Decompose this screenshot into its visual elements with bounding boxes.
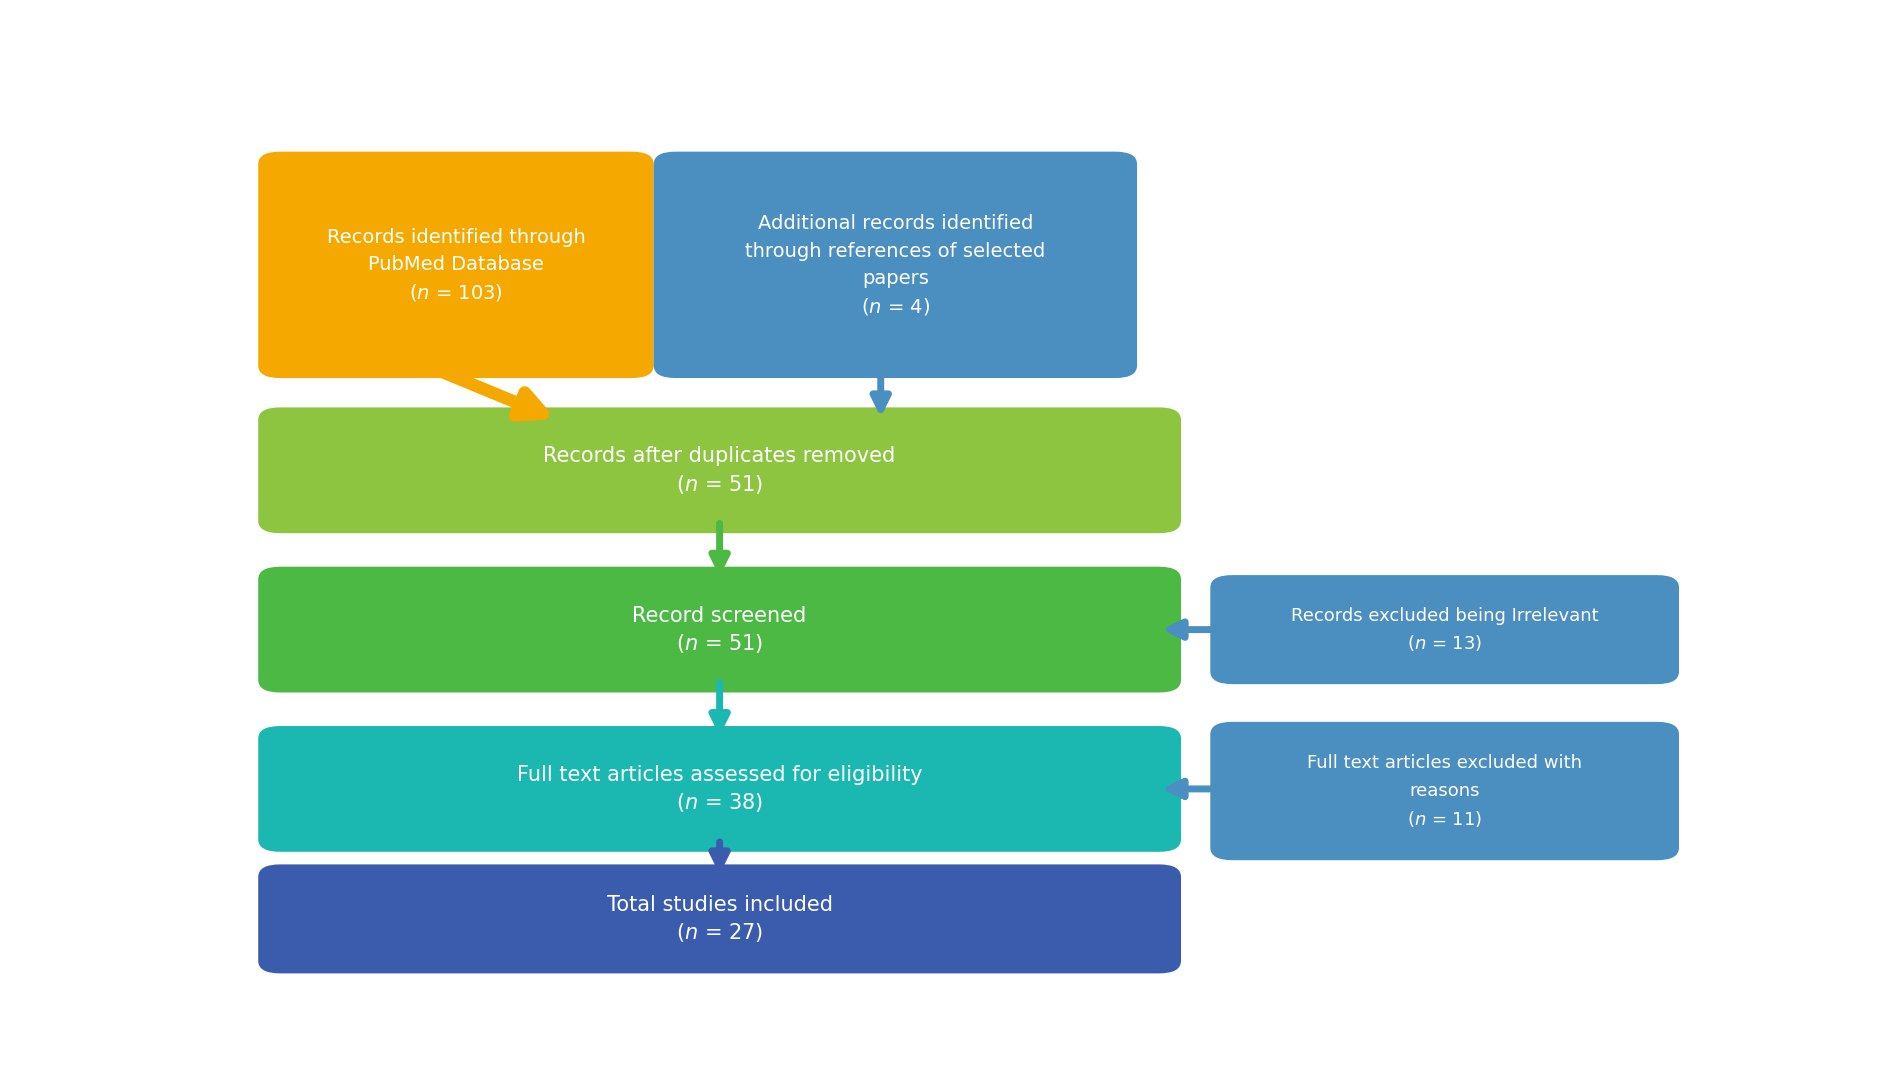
FancyBboxPatch shape <box>1209 722 1677 860</box>
Text: ($\it{n}$ = 11): ($\it{n}$ = 11) <box>1405 809 1481 829</box>
Text: ($\it{n}$ = 27): ($\it{n}$ = 27) <box>676 921 763 944</box>
Text: (n = 51): (n = 51) <box>676 634 763 653</box>
Text: ($\it{n}$ = 4): ($\it{n}$ = 4) <box>859 296 929 317</box>
Text: Full text articles excluded with: Full text articles excluded with <box>1307 755 1581 772</box>
Text: (n = 38): (n = 38) <box>676 793 763 812</box>
Text: reasons: reasons <box>1409 782 1479 800</box>
Text: ($\it{n}$ = 103): ($\it{n}$ = 103) <box>408 282 502 303</box>
Text: ($\it{n}$ = 38): ($\it{n}$ = 38) <box>676 792 763 815</box>
Text: through references of selected: through references of selected <box>744 242 1045 260</box>
Text: Total studies included: Total studies included <box>606 895 833 915</box>
FancyBboxPatch shape <box>1209 575 1677 684</box>
Text: (n = 103): (n = 103) <box>410 283 502 302</box>
Text: Records identified through: Records identified through <box>327 228 586 247</box>
Text: Records after duplicates removed: Records after duplicates removed <box>544 446 895 466</box>
FancyBboxPatch shape <box>654 151 1137 378</box>
Text: ($\it{n}$ = 51): ($\it{n}$ = 51) <box>676 632 763 654</box>
Text: Record screened: Record screened <box>633 605 807 626</box>
Text: (n = 27): (n = 27) <box>676 922 763 943</box>
Text: ($\it{n}$ = 51): ($\it{n}$ = 51) <box>676 473 763 495</box>
Text: (n = 11): (n = 11) <box>1407 810 1481 828</box>
Text: Records excluded being Irrelevant: Records excluded being Irrelevant <box>1290 607 1598 625</box>
Text: Additional records identified: Additional records identified <box>757 213 1033 233</box>
FancyBboxPatch shape <box>259 407 1181 534</box>
Text: PubMed Database: PubMed Database <box>368 255 544 274</box>
FancyBboxPatch shape <box>259 865 1181 974</box>
Text: papers: papers <box>861 269 927 289</box>
FancyBboxPatch shape <box>259 151 654 378</box>
FancyBboxPatch shape <box>259 566 1181 693</box>
FancyBboxPatch shape <box>259 726 1181 852</box>
Text: (n = 51): (n = 51) <box>676 474 763 494</box>
Text: Full text articles assessed for eligibility: Full text articles assessed for eligibil… <box>516 766 922 785</box>
Text: ($\it{n}$ = 13): ($\it{n}$ = 13) <box>1405 634 1481 653</box>
Text: (n = 4): (n = 4) <box>861 297 929 316</box>
Text: (n = 13): (n = 13) <box>1407 635 1481 652</box>
